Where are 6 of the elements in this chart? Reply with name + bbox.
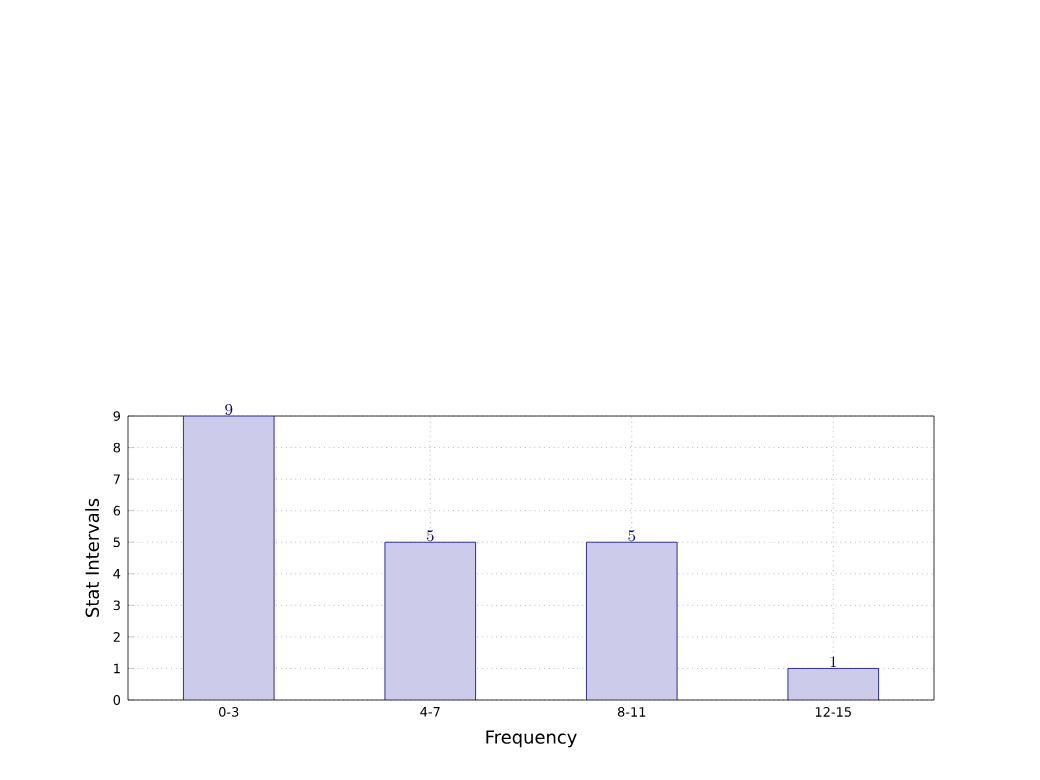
bar xyxy=(384,541,476,700)
bar xyxy=(183,416,275,700)
y-axis-title: Stat Intervals xyxy=(85,498,100,617)
bar xyxy=(787,668,879,700)
x-axis-title: Frequency xyxy=(486,730,577,748)
bar xyxy=(586,541,678,700)
